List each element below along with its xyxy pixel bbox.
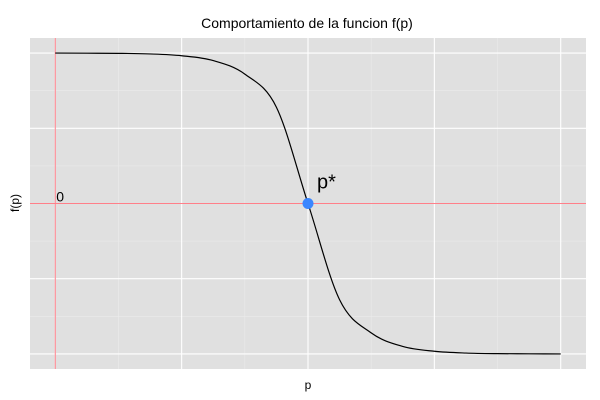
annotation-zero: 0: [56, 189, 64, 205]
x-axis-label: p: [305, 378, 312, 392]
annotation-pstar: p*: [317, 172, 336, 194]
chart-title: Comportamiento de la funcion f(p): [201, 15, 413, 31]
highlight-point: [302, 198, 314, 209]
y-axis-label: f(p): [8, 194, 22, 212]
